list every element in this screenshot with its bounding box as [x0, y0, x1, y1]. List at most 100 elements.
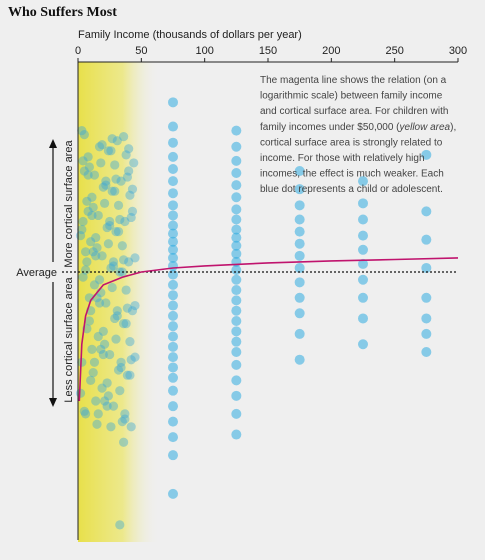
data-point: [88, 202, 98, 212]
data-point: [231, 274, 242, 285]
data-point: [116, 176, 126, 186]
data-point: [358, 176, 368, 187]
data-point: [108, 257, 119, 267]
annotation-line: cortical surface area is strongly relate…: [260, 137, 443, 148]
data-point: [231, 375, 242, 386]
data-point: [168, 252, 178, 263]
data-point: [231, 336, 242, 347]
data-point: [231, 305, 242, 316]
data-point: [93, 409, 103, 419]
data-point: [168, 300, 178, 311]
data-point: [87, 344, 97, 354]
data-point: [79, 130, 89, 140]
data-point: [112, 311, 122, 321]
data-point: [231, 408, 242, 419]
data-point: [421, 313, 432, 324]
data-point: [94, 298, 105, 308]
data-point: [294, 277, 305, 288]
data-point: [294, 250, 305, 261]
data-point: [97, 251, 107, 261]
annotation-line: The magenta line shows the relation (on …: [260, 75, 447, 86]
data-point: [112, 136, 122, 146]
data-point: [421, 206, 432, 217]
data-point: [86, 375, 96, 385]
data-point: [231, 248, 242, 259]
data-point: [168, 97, 178, 108]
data-point: [86, 237, 96, 247]
data-point: [103, 391, 113, 401]
data-point: [231, 240, 242, 251]
data-point: [294, 214, 305, 225]
data-point: [102, 401, 112, 411]
data-point: [94, 142, 105, 152]
data-point: [96, 158, 106, 168]
low-income-highlight-region: [78, 62, 160, 542]
data-point: [125, 337, 135, 347]
data-point: [358, 244, 368, 255]
data-point: [168, 432, 178, 443]
data-point: [126, 422, 136, 432]
data-point: [168, 236, 178, 247]
data-point: [124, 166, 134, 176]
annotation-line: blue dot represents a child or adolescen…: [260, 184, 443, 195]
data-point: [168, 163, 178, 174]
data-point: [126, 355, 136, 365]
data-point: [100, 339, 110, 349]
data-point: [231, 224, 242, 235]
data-point: [168, 188, 178, 199]
data-point: [421, 149, 432, 160]
data-point: [119, 132, 129, 142]
data-point: [231, 264, 242, 275]
data-point: [127, 306, 138, 316]
data-point: [103, 146, 113, 156]
data-point: [231, 155, 242, 166]
data-point: [97, 383, 107, 393]
data-point: [231, 141, 242, 152]
data-point: [78, 272, 88, 282]
data-point: [168, 121, 178, 132]
data-point: [168, 290, 178, 301]
data-point: [88, 247, 98, 257]
data-point: [103, 239, 113, 249]
data-point: [117, 417, 127, 427]
data-point: [168, 244, 178, 255]
data-point: [120, 216, 130, 227]
data-point: [106, 263, 116, 273]
data-point: [93, 210, 103, 221]
data-point: [127, 206, 138, 216]
data-point: [168, 372, 178, 383]
data-point: [111, 227, 121, 237]
data-point: [421, 346, 432, 357]
data-point: [358, 198, 368, 209]
data-point: [125, 190, 135, 200]
annotation-line: logarithmic scale) between family income: [260, 91, 443, 102]
data-point: [83, 206, 93, 216]
arrow-up-icon: [49, 139, 57, 148]
data-point: [87, 210, 97, 221]
scatter-points: [75, 97, 432, 530]
data-point: [84, 316, 94, 326]
data-point: [124, 144, 134, 154]
data-point: [81, 265, 91, 275]
data-point: [78, 156, 88, 166]
data-point: [105, 220, 115, 231]
data-point: [231, 390, 242, 401]
data-point: [110, 160, 120, 170]
x-axis: 0 50 100 150 200 250 300: [75, 45, 467, 540]
x-tick-label: 150: [259, 45, 277, 57]
data-point: [88, 368, 98, 378]
data-point: [81, 247, 91, 257]
data-point: [93, 331, 103, 342]
data-point: [110, 186, 120, 196]
data-point: [113, 227, 124, 237]
data-point: [294, 328, 305, 339]
data-point: [98, 326, 108, 336]
data-point: [115, 214, 125, 225]
data-point: [125, 370, 135, 380]
annotation-line: incomes, the effect is much weaker. Each: [260, 169, 444, 180]
data-point: [130, 300, 140, 311]
data-point: [119, 437, 129, 447]
data-point: [168, 488, 178, 499]
data-point: [97, 140, 107, 150]
